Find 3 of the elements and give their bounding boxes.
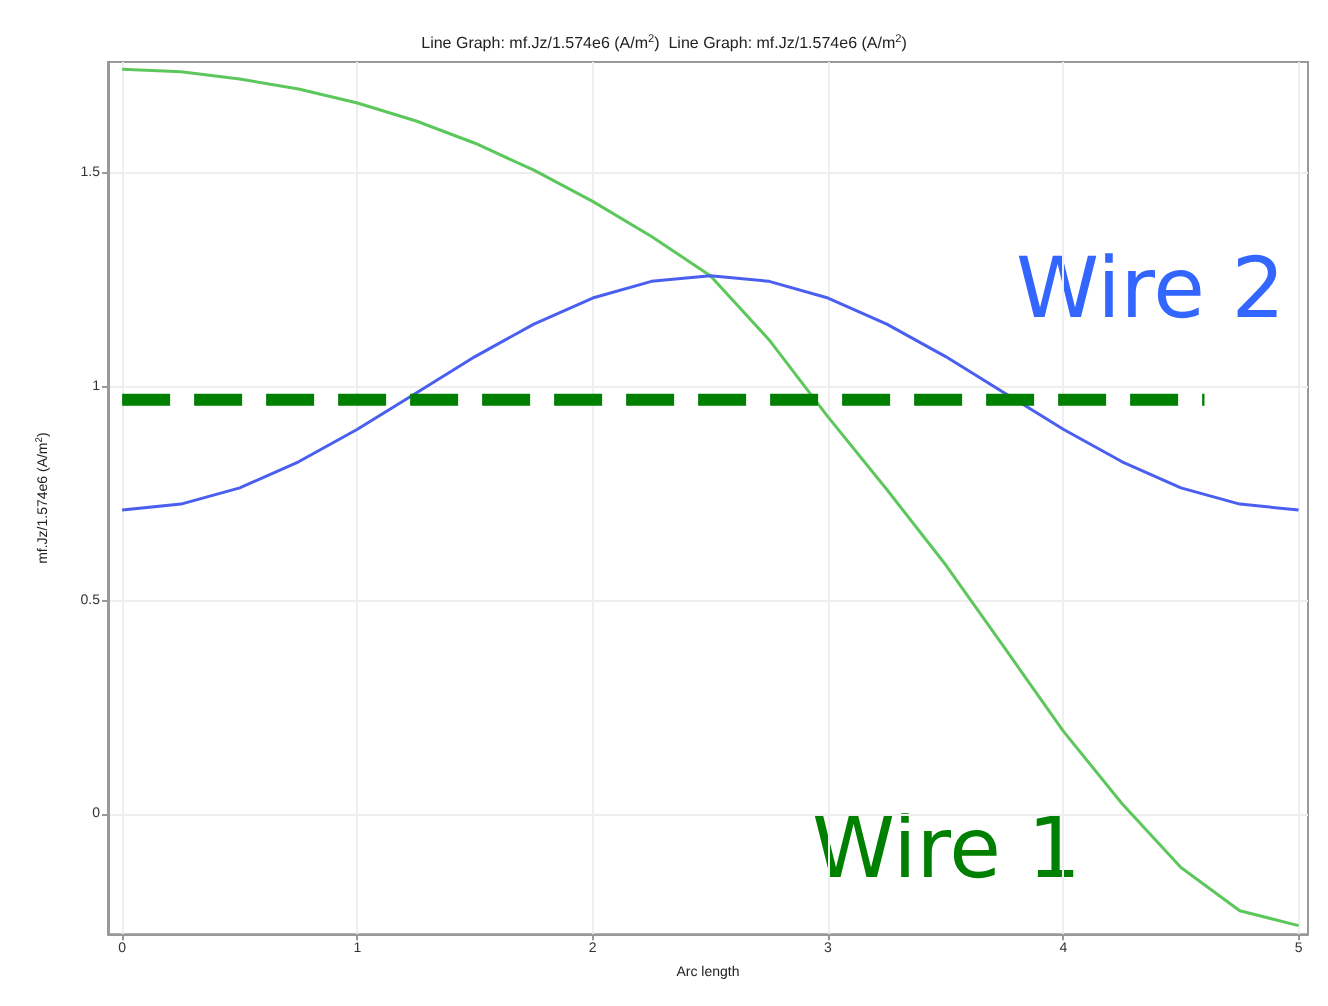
- series-label: Wire 1: [812, 799, 1082, 897]
- line-series: [120, 67, 1301, 928]
- series-label: Wire 2: [1016, 239, 1286, 337]
